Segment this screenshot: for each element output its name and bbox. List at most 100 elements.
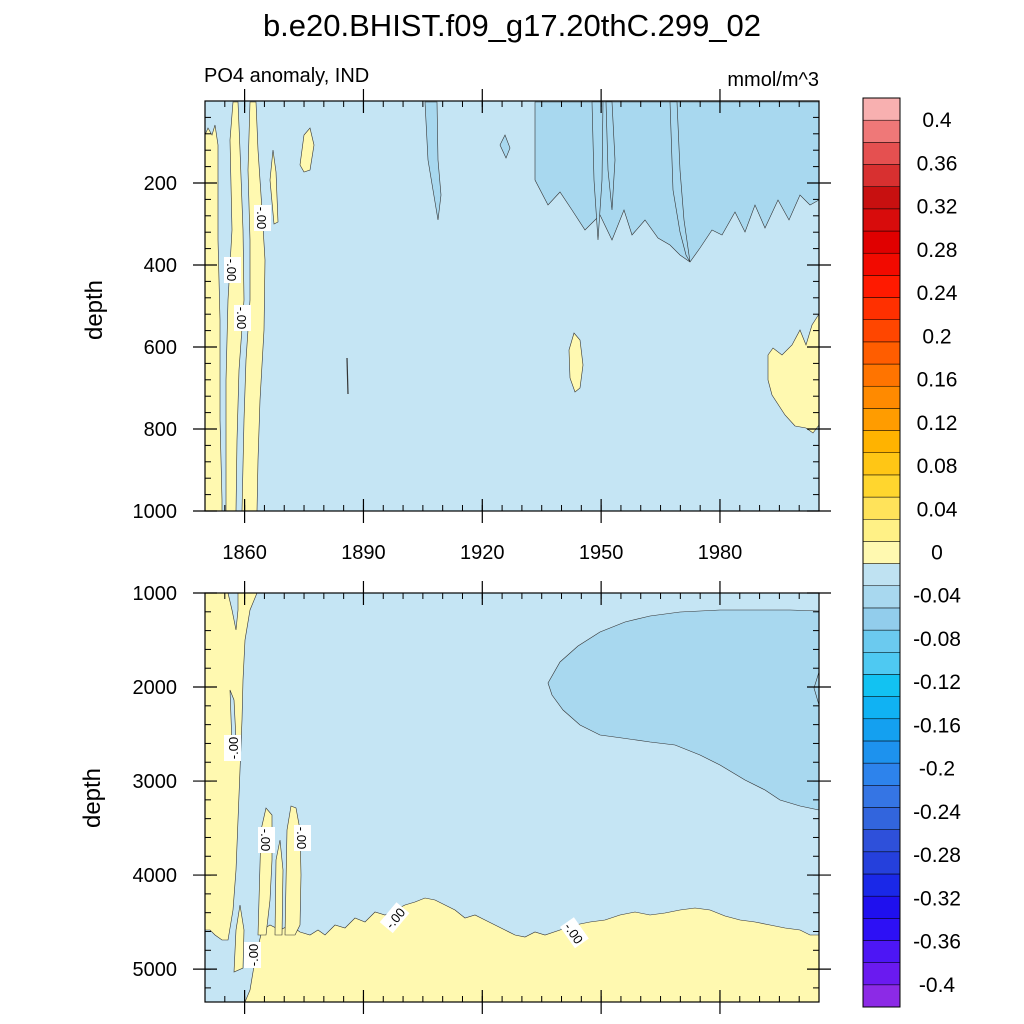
- colorbar-box: [862, 851, 901, 875]
- colorbar-box: [862, 341, 901, 365]
- colorbar-label: -0.32: [913, 887, 961, 910]
- colorbar-label: 0.04: [917, 498, 958, 521]
- colorbar-box: [862, 563, 901, 587]
- y-tick-label: 5000: [133, 959, 178, 981]
- y-tick-label: 800: [144, 419, 177, 441]
- figure-title: b.e20.BHIST.f09_g17.20thC.299_02: [263, 8, 761, 43]
- contour-label-text: -.00: [234, 307, 249, 329]
- colorbar-box: [862, 785, 901, 808]
- x-tick-label: 1860: [222, 542, 267, 564]
- lower-positive-spike-d: [233, 904, 245, 973]
- lower-ticks: 1000 2000 3000 4000 5000: [133, 581, 831, 1014]
- colorbar-box: [862, 319, 901, 343]
- y-tick-label: 3000: [133, 771, 178, 793]
- colorbar-box: [862, 718, 901, 742]
- colorbar-label: 0.12: [917, 412, 958, 435]
- y-tick-label: 1000: [133, 501, 178, 523]
- colorbar-box: [862, 740, 901, 764]
- contour-label-text: -.00: [246, 944, 261, 966]
- lower-y-axis-title: depth: [79, 768, 106, 828]
- upper-negative-spike-c: [605, 101, 616, 211]
- colorbar-box: [862, 385, 901, 409]
- colorbar-label: 0.08: [917, 455, 958, 478]
- contour-label-text: -.00: [254, 207, 269, 229]
- y-tick-label: 600: [144, 337, 177, 359]
- colorbar-box: [862, 807, 901, 830]
- upper-positive-blob-c: [568, 332, 584, 393]
- colorbar-label: -0.04: [913, 585, 961, 608]
- colorbar-box: [862, 541, 901, 564]
- y-tick-label: 400: [144, 255, 177, 277]
- colorbar-label: -0.36: [913, 931, 961, 954]
- colorbar-box: [862, 895, 901, 919]
- colorbar: -0.4 -0.36 -0.32 -0.28 -0.24 -0.2 -0.16 -0.12 -0…: [862, 97, 961, 1008]
- colorbar-box: [862, 984, 901, 1008]
- lower-contour-label-2: -.00: [258, 827, 275, 853]
- colorbar-box: [862, 518, 901, 542]
- colorbar-box: [862, 652, 901, 675]
- colorbar-box: [862, 629, 901, 653]
- colorbar-label: -0.4: [919, 974, 956, 997]
- colorbar-label: 0.4: [922, 109, 952, 132]
- colorbar-box: [862, 297, 901, 320]
- colorbar-label: -0.12: [913, 671, 961, 694]
- y-tick-label: 1000: [133, 583, 178, 605]
- upper-contour-label-3: -.00: [234, 305, 251, 331]
- colorbar-box: [862, 918, 901, 941]
- x-tick-label: 1950: [579, 542, 624, 564]
- colorbar-label: 0.28: [917, 239, 958, 262]
- contour-label-text: -.00: [258, 829, 273, 851]
- colorbar-label: 0: [931, 542, 943, 565]
- colorbar-box: [862, 208, 901, 232]
- upper-contour-label-1: -.00: [254, 205, 271, 231]
- colorbar-label: -0.16: [913, 714, 961, 737]
- colorbar-label: 0.32: [917, 196, 958, 219]
- colorbar-box: [862, 430, 901, 453]
- colorbar-box: [862, 585, 901, 609]
- upper-contour-label-2: -.00: [224, 257, 241, 283]
- colorbar-box: [862, 452, 901, 476]
- lower-positive-strip-left: [204, 592, 258, 941]
- colorbar-box: [862, 142, 901, 165]
- contour-label-text: -.00: [224, 259, 239, 281]
- colorbar-box: [862, 97, 901, 121]
- upper-negative-spike-d: [669, 101, 691, 263]
- colorbar-box: [862, 119, 901, 143]
- upper-positive-blob-a: [269, 149, 279, 225]
- colorbar-box: [862, 696, 901, 720]
- colorbar-box: [862, 674, 901, 697]
- colorbar-box: [862, 962, 901, 986]
- colorbar-box: [862, 496, 901, 520]
- colorbar-box: [862, 363, 901, 387]
- colorbar-box: [862, 164, 901, 187]
- upper-negative-spike-a: [424, 101, 442, 221]
- colorbar-label: -0.24: [913, 801, 961, 824]
- colorbar-box: [862, 873, 901, 897]
- colorbar-label: 0.36: [917, 152, 958, 175]
- upper-contour-sliver: [346, 357, 349, 395]
- contour-label-text: -.00: [226, 737, 241, 759]
- colorbar-box: [862, 186, 901, 210]
- colorbar-label: 0.16: [917, 369, 958, 392]
- lower-positive-spike-b: [274, 839, 284, 936]
- lower-contour-label-3: -.00: [294, 825, 311, 851]
- contour-label-text: -.00: [294, 827, 309, 849]
- variable-label: PO4 anomaly, IND: [204, 65, 369, 87]
- colorbar-label: -0.2: [919, 758, 955, 781]
- colorbar-box: [862, 408, 901, 431]
- upper-plot-frame: [204, 100, 820, 512]
- lower-plot-frame: [204, 592, 820, 1003]
- colorbar-frame: [862, 97, 901, 1008]
- y-tick-label: 2000: [133, 677, 178, 699]
- colorbar-label: 0.24: [917, 282, 958, 305]
- x-tick-label: 1980: [698, 542, 743, 564]
- lower-contour-label-1: -.00: [224, 735, 241, 761]
- lower-panel: -.00 -.00 -.00 -.00 -.00 -.00 1000200030…: [79, 581, 831, 1014]
- upper-panel: -.00 -.00 -.00 200 400 600 800 1000 1860 1890 1…: [81, 89, 831, 564]
- colorbar-label: 0.2: [922, 325, 951, 348]
- y-tick-label: 200: [144, 173, 177, 195]
- x-tick-label: 1890: [341, 542, 386, 564]
- colorbar-label: -0.28: [913, 844, 961, 867]
- colorbar-box: [862, 762, 901, 786]
